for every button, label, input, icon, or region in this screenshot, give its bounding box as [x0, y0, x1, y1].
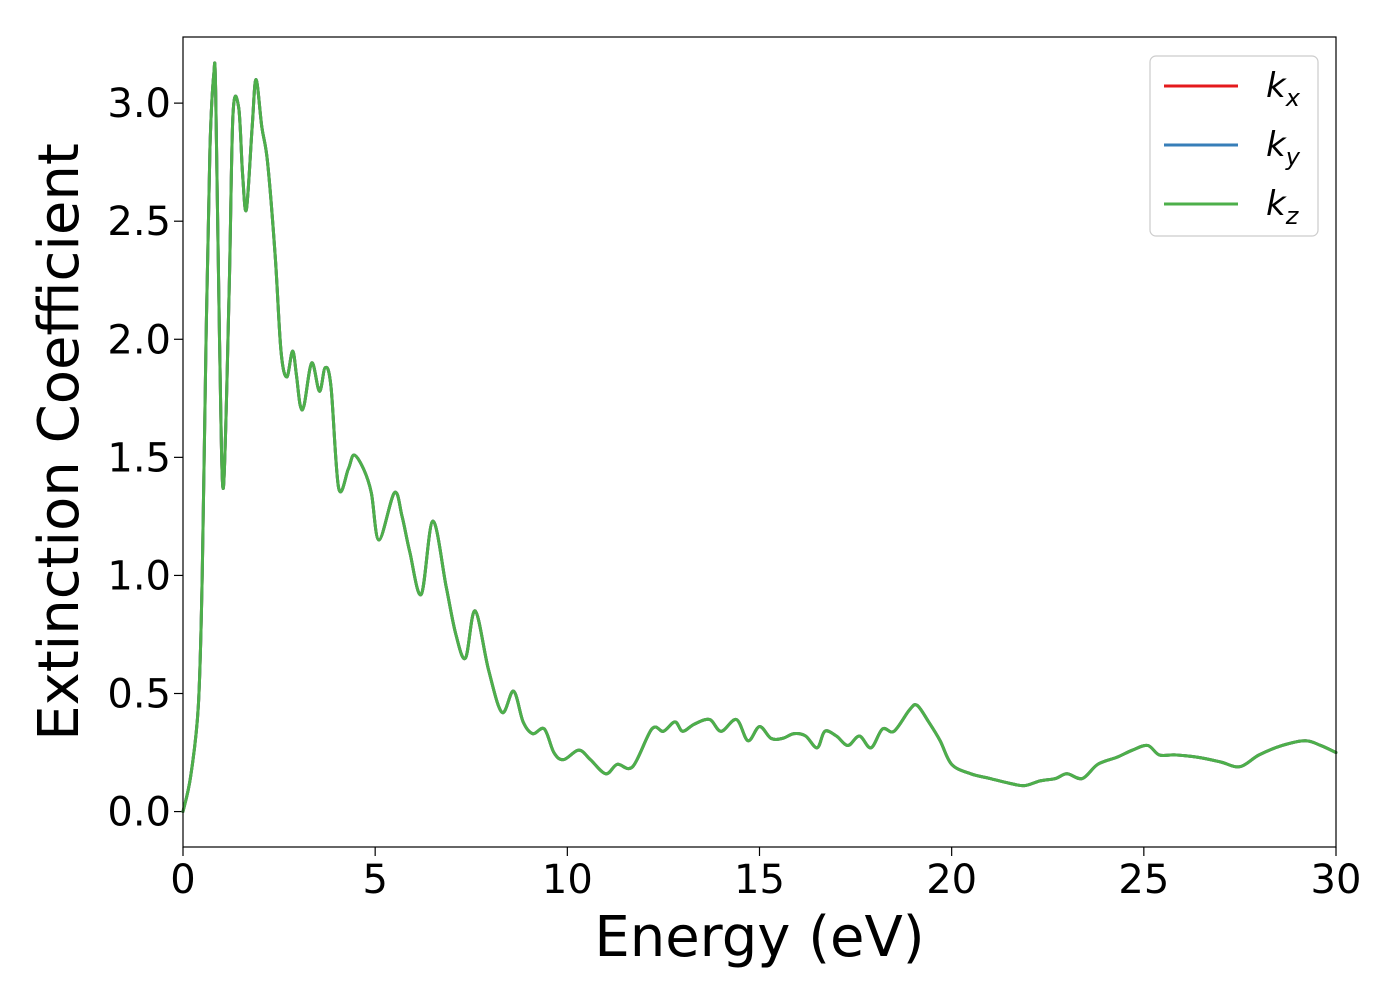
y-axis-label: Extinction Coefficient: [27, 143, 92, 741]
x-axis-label: Energy (eV): [594, 905, 924, 970]
x-axis-ticks: 0 5 10 15 20 25 30: [170, 847, 1361, 903]
legend-entry-ky: ky: [1164, 125, 1301, 171]
y-tick-label: 2.5: [107, 199, 171, 245]
x-tick-label: 15: [734, 857, 785, 903]
y-tick-label: 2.0: [107, 317, 171, 363]
y-tick-label: 0.5: [107, 672, 171, 718]
legend-label: kx: [1266, 66, 1301, 112]
legend-entry-kz: kz: [1164, 184, 1300, 230]
y-tick-label: 3.0: [107, 81, 171, 127]
y-tick-label: 0.0: [107, 790, 171, 836]
legend-label: ky: [1266, 125, 1301, 171]
legend-label: kz: [1266, 184, 1300, 230]
legend: kx ky kz: [1149, 55, 1319, 237]
x-tick-label: 5: [362, 857, 387, 903]
plot-area-background: [183, 37, 1336, 847]
series-layer: [181, 61, 1338, 814]
y-tick-label: 1.5: [107, 435, 171, 481]
series-line-kz: [181, 61, 1338, 814]
x-tick-label: 30: [1311, 857, 1362, 903]
y-axis-ticks: 0.0 0.5 1.0 1.5 2.0 2.5 3.0: [107, 81, 183, 836]
plot-area-frame: [182, 36, 1337, 848]
x-tick-label: 10: [542, 857, 593, 903]
legend-entry-kx: kx: [1164, 66, 1301, 112]
x-tick-label: 20: [926, 857, 977, 903]
x-tick-label: 0: [170, 857, 195, 903]
x-tick-label: 25: [1118, 857, 1169, 903]
y-tick-label: 1.0: [107, 553, 171, 599]
legend-entries: kx ky kz: [1164, 66, 1301, 230]
